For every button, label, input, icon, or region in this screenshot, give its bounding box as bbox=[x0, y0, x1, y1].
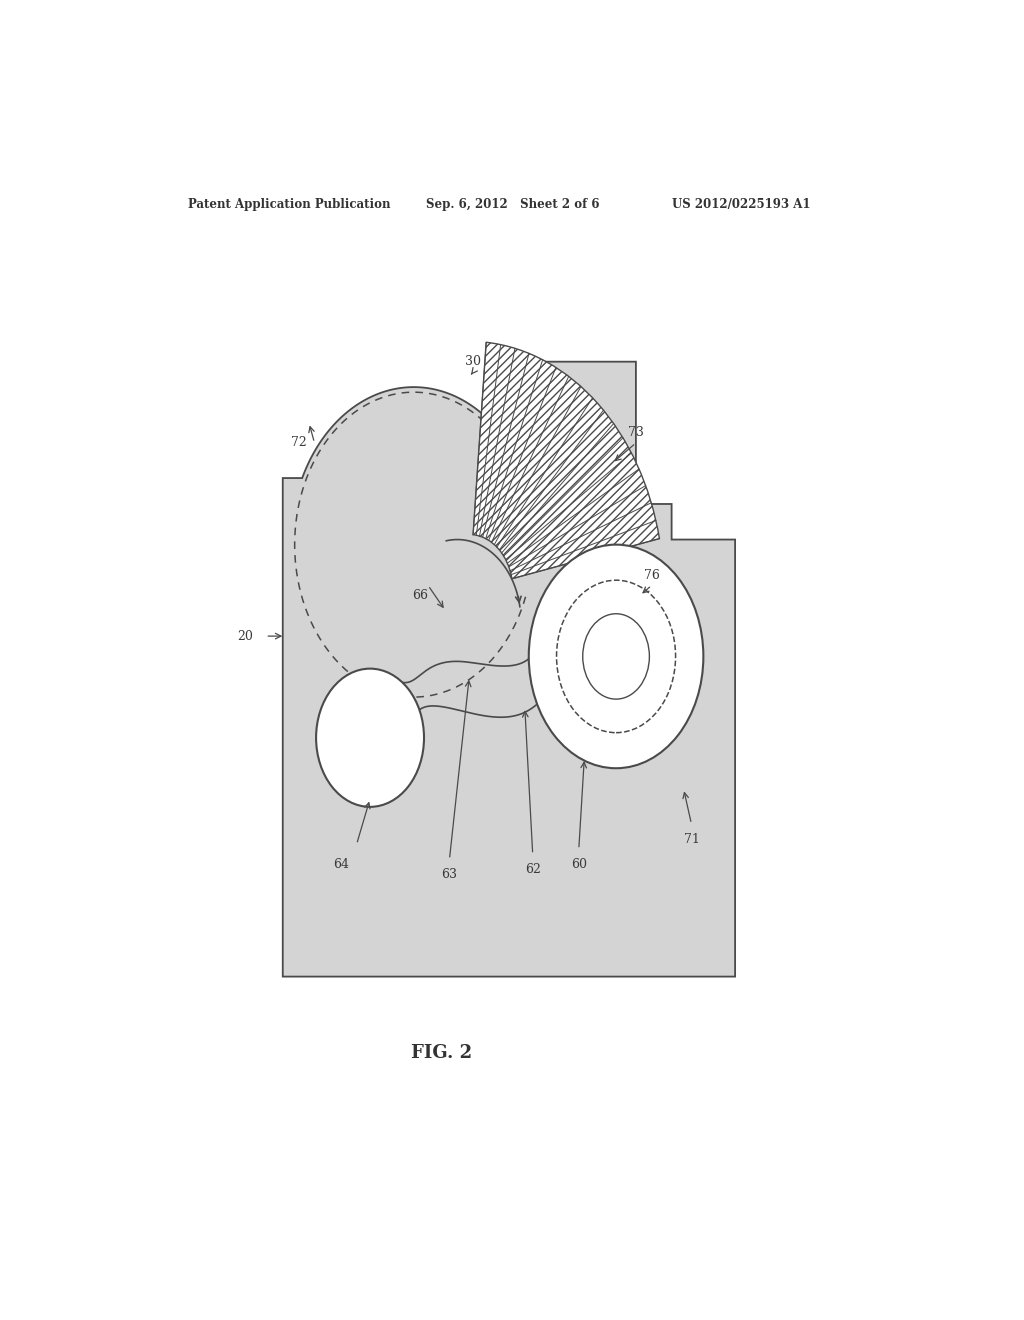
Text: 64: 64 bbox=[333, 858, 349, 871]
Wedge shape bbox=[473, 342, 659, 578]
Text: 76: 76 bbox=[644, 569, 659, 582]
Text: Sep. 6, 2012   Sheet 2 of 6: Sep. 6, 2012 Sheet 2 of 6 bbox=[426, 198, 599, 211]
Polygon shape bbox=[283, 362, 735, 977]
Text: 20: 20 bbox=[238, 630, 253, 643]
Circle shape bbox=[316, 669, 424, 807]
Circle shape bbox=[583, 614, 649, 700]
Text: 60: 60 bbox=[570, 858, 587, 871]
Text: Patent Application Publication: Patent Application Publication bbox=[187, 198, 390, 211]
Circle shape bbox=[528, 545, 703, 768]
Text: FIG. 2: FIG. 2 bbox=[411, 1044, 472, 1061]
Text: 62: 62 bbox=[524, 863, 541, 876]
Text: 30: 30 bbox=[465, 355, 481, 368]
Text: 63: 63 bbox=[441, 869, 458, 882]
Text: 73: 73 bbox=[628, 426, 644, 440]
Text: 66: 66 bbox=[412, 589, 428, 602]
Text: US 2012/0225193 A1: US 2012/0225193 A1 bbox=[672, 198, 810, 211]
Text: 72: 72 bbox=[291, 437, 306, 450]
Circle shape bbox=[557, 581, 676, 733]
Text: 71: 71 bbox=[683, 833, 699, 846]
